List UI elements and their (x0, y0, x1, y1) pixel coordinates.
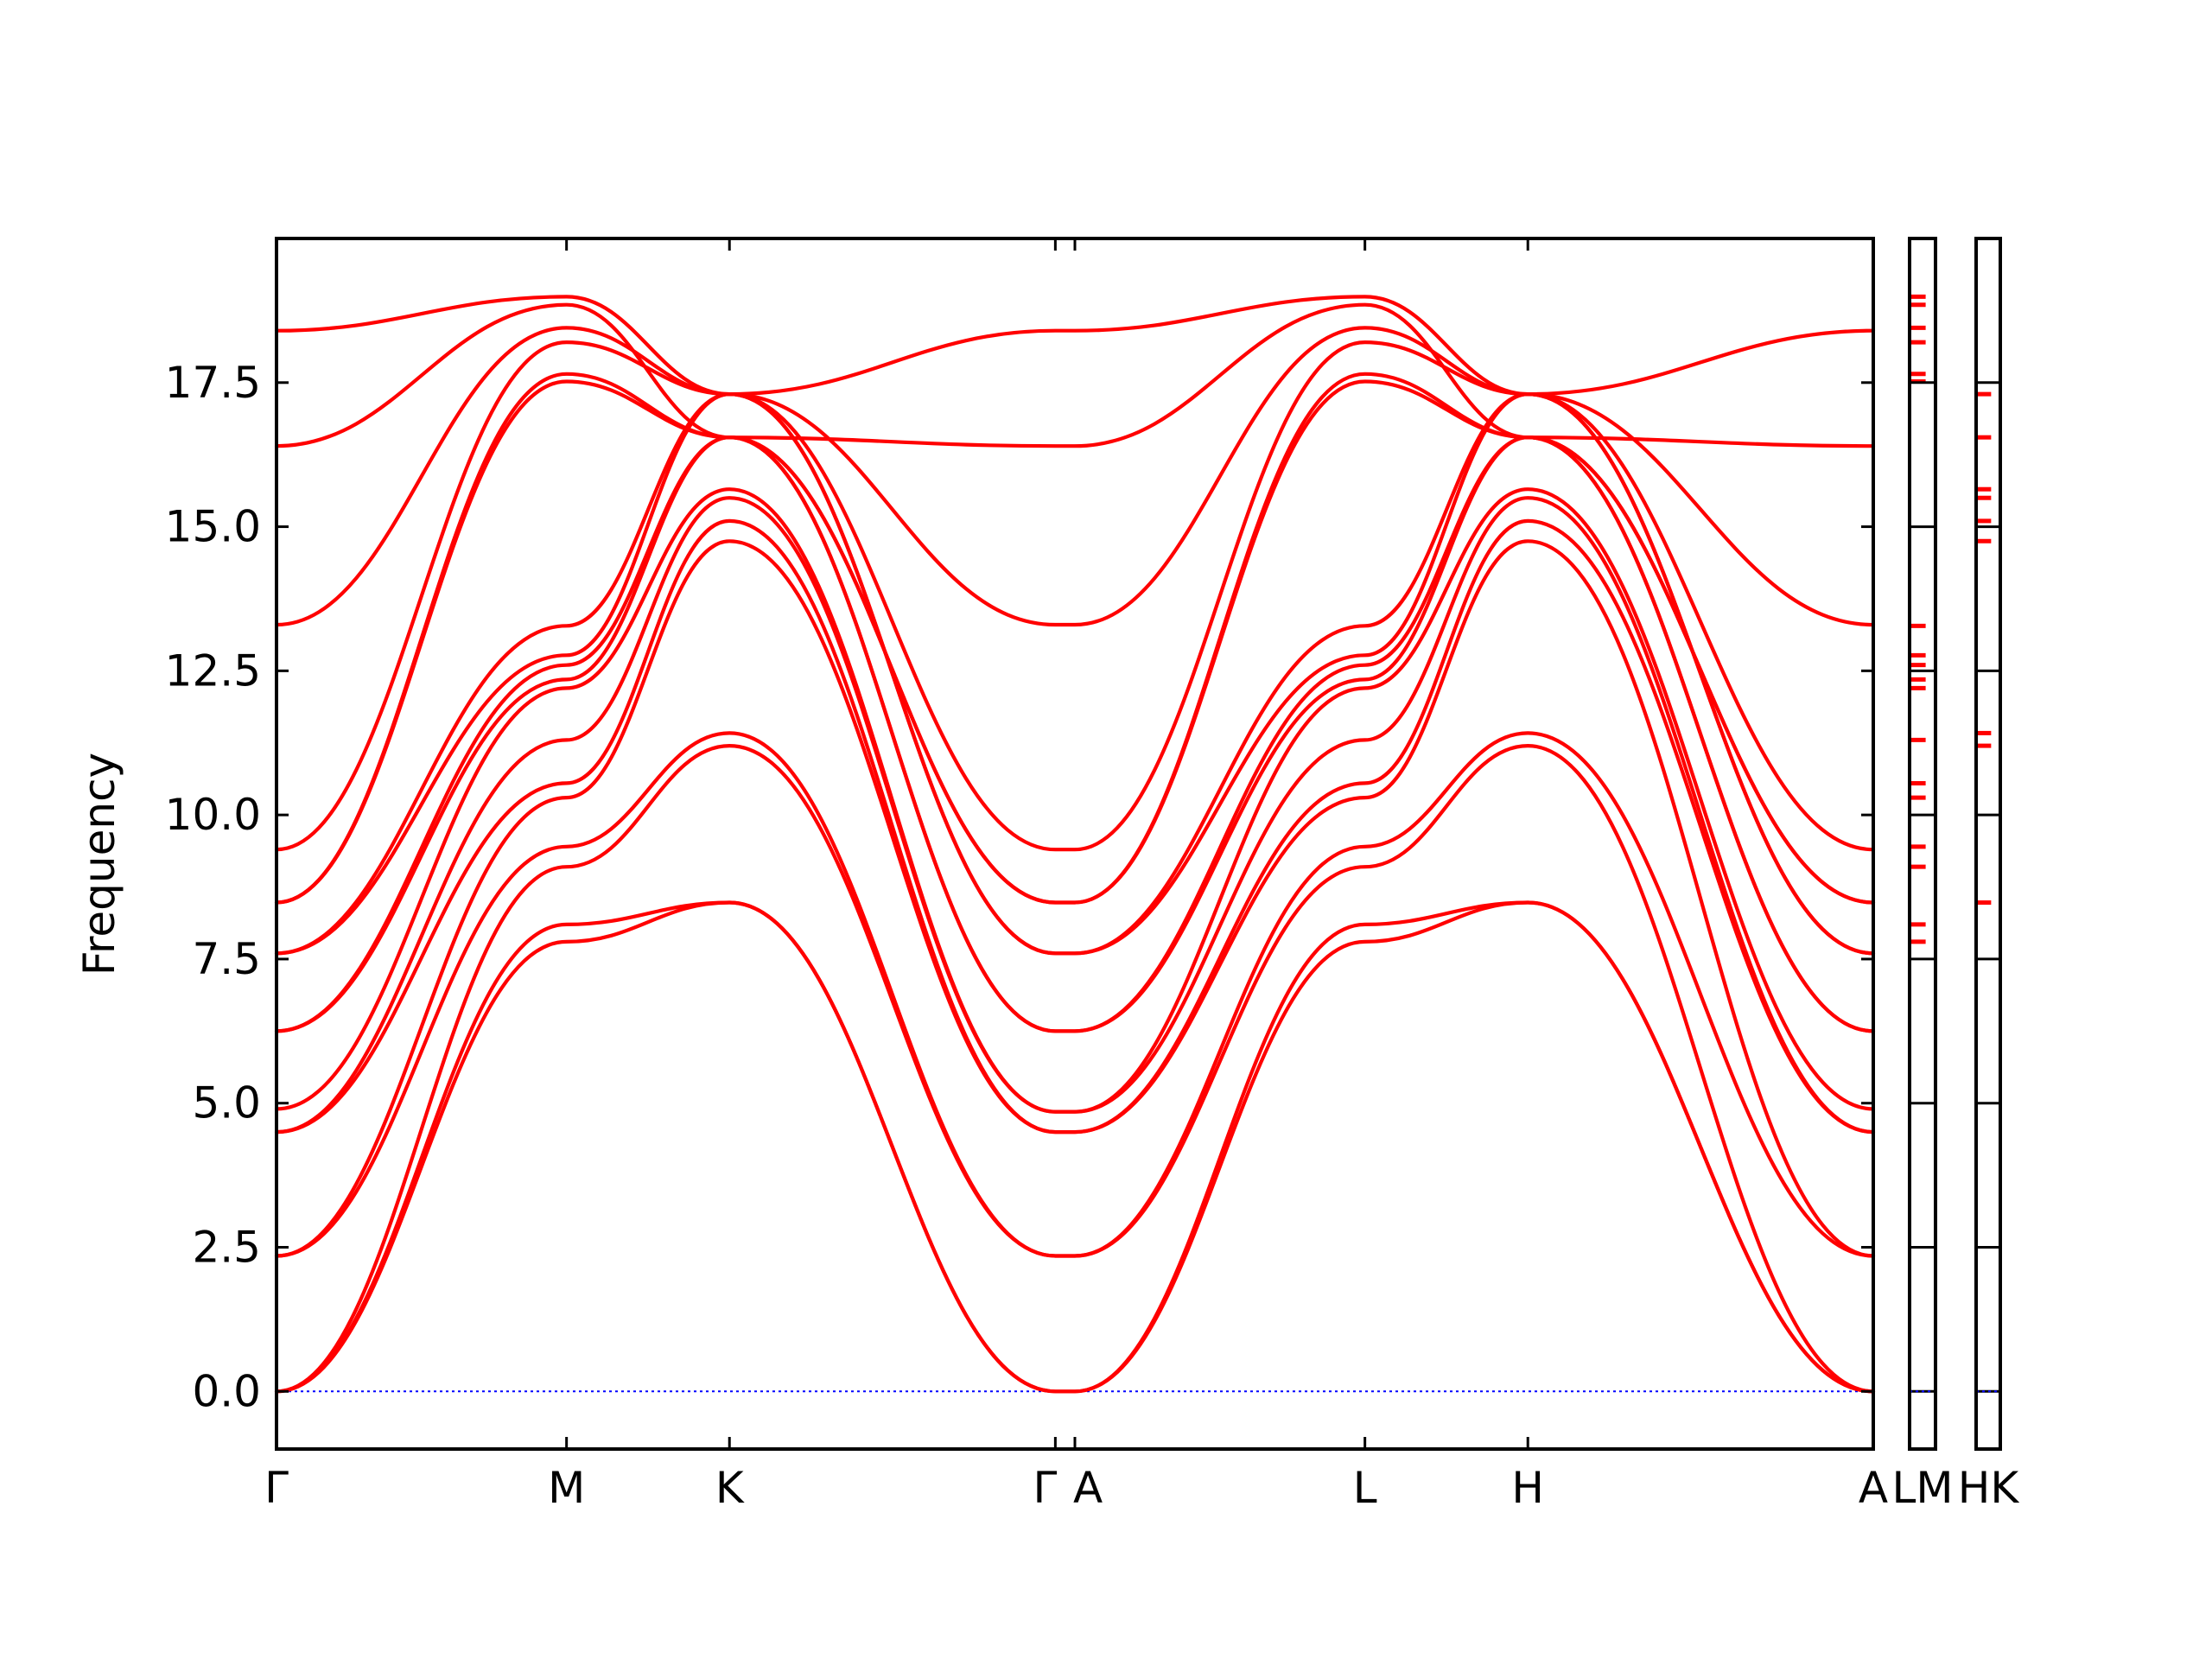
y-axis-label: Frequency (74, 753, 124, 976)
x-tick-label: Γ (264, 1463, 289, 1513)
band-2 (274, 900, 1876, 1394)
x-tick-label: M (548, 1463, 585, 1513)
y-tick-label: 17.5 (165, 358, 261, 408)
band-4 (274, 731, 1876, 1258)
side-panel-tick-label: LM (1892, 1463, 1954, 1513)
band-15 (274, 340, 1876, 852)
y-tick-label: 10.0 (165, 790, 261, 840)
x-tick-label: A (1859, 1463, 1888, 1513)
band-10 (274, 435, 1876, 1033)
y-tick-label: 15.0 (165, 502, 261, 552)
y-tick-label: 7.5 (192, 934, 261, 984)
dos-panel-lm: LM (1892, 237, 1954, 1513)
band-17 (274, 302, 1876, 448)
x-tick-label: K (715, 1463, 745, 1513)
y-tick-label: 12.5 (165, 645, 261, 696)
y-tick-label: 2.5 (192, 1223, 261, 1273)
band-18 (274, 295, 1876, 397)
side-panel-frame (1974, 237, 2002, 1451)
band-14 (274, 372, 1876, 905)
band-12 (274, 392, 1876, 956)
side-panel-tick-label: HK (1958, 1463, 2020, 1513)
y-tick-label: 5.0 (192, 1078, 261, 1128)
dos-panel-hk: HK (1958, 237, 2020, 1513)
band-6 (274, 518, 1876, 1135)
main-band-plot: 0.02.55.07.510.012.515.017.5Γ M K Γ A L H A (165, 237, 1888, 1513)
x-tick-label: L (1353, 1463, 1377, 1513)
band-8 (274, 487, 1876, 1114)
y-tick-label: 0.0 (192, 1366, 261, 1416)
side-panel-frame (1908, 237, 1937, 1451)
x-tick-label: H (1511, 1463, 1544, 1513)
x-tick-label: A (1073, 1463, 1103, 1513)
x-tick-label: Γ (1033, 1463, 1058, 1513)
